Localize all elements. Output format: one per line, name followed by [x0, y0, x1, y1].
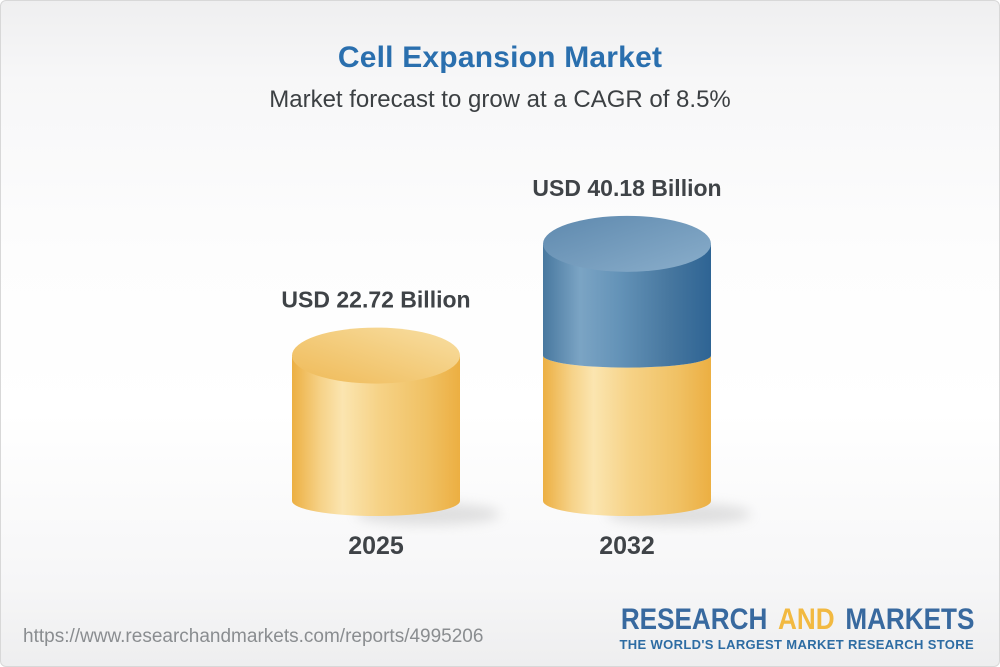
report-url: https://www.researchandmarkets.com/repor…	[23, 626, 484, 647]
bar-2025-cap	[292, 327, 460, 384]
bar-2025-value-label: USD 22.72 Billion	[281, 287, 470, 313]
research-and-markets-logo: RESEARCH AND MARKETS THE WORLD'S LARGEST…	[568, 602, 975, 652]
bar-2032-segment-blue	[543, 243, 711, 368]
bar-2025-category-label: 2025	[348, 532, 404, 560]
logo-wordmark: RESEARCH AND MARKETS	[620, 602, 974, 636]
bar-2032-cap	[543, 215, 711, 272]
page-title: Cell Expansion Market	[337, 41, 663, 74]
bar-2032-category-label: 2032	[599, 532, 655, 560]
logo-tagline: THE WORLD'S LARGEST MARKET RESEARCH STOR…	[619, 637, 974, 652]
bar-2032-value-label: USD 40.18 Billion	[532, 175, 721, 201]
bar-2025-segment-gold	[292, 355, 460, 516]
logo-word-and: AND	[777, 602, 835, 636]
page-subtitle: Market forecast to grow at a CAGR of 8.5…	[269, 86, 731, 113]
logo-word-markets: MARKETS	[844, 602, 974, 636]
bar-2032-segment-gold	[543, 355, 711, 516]
logo-word-research: RESEARCH	[620, 602, 767, 636]
